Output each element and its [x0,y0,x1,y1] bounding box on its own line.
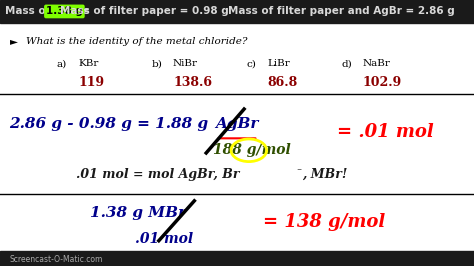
Text: 86.8: 86.8 [268,76,298,89]
Text: AgBr: AgBr [216,117,259,131]
Text: a): a) [57,59,67,68]
Text: Mass of MBr =: Mass of MBr = [5,6,93,16]
Text: 2.86 g - 0.98 g = 1.88 g: 2.86 g - 0.98 g = 1.88 g [9,117,214,131]
Bar [0,251,474,266]
Text: KBr: KBr [78,59,99,68]
Text: NaBr: NaBr [363,59,391,68]
Text: Mass of filter paper = 0.98 g: Mass of filter paper = 0.98 g [60,6,229,16]
Text: 188 g/mol: 188 g/mol [213,143,291,157]
Text: Mass of filter paper and AgBr = 2.86 g: Mass of filter paper and AgBr = 2.86 g [228,6,455,16]
Text: = .01 mol: = .01 mol [337,123,433,141]
Text: Screencast-O-Matic.com: Screencast-O-Matic.com [9,255,103,264]
Bar [0,0,474,23]
Text: 1.38 g MBr: 1.38 g MBr [90,206,186,220]
Text: b): b) [152,59,163,68]
Text: LiBr: LiBr [268,59,291,68]
Text: d): d) [341,59,352,68]
Text: = 138 g/mol: = 138 g/mol [263,213,385,231]
Text: .01 mol: .01 mol [135,232,193,246]
Text: , MBr!: , MBr! [302,168,348,181]
Text: c): c) [246,59,256,68]
Text: .01 mol = mol AgBr, Br: .01 mol = mol AgBr, Br [76,168,239,181]
Text: NiBr: NiBr [173,59,198,68]
Text: ►: ► [9,36,18,46]
Text: 1.38 g: 1.38 g [46,6,83,16]
Text: 119: 119 [78,76,104,89]
Text: What is the identity of the metal chloride?: What is the identity of the metal chlori… [26,37,247,46]
Text: 102.9: 102.9 [363,76,402,89]
Text: 138.6: 138.6 [173,76,212,89]
Text: ⁻: ⁻ [296,167,301,176]
